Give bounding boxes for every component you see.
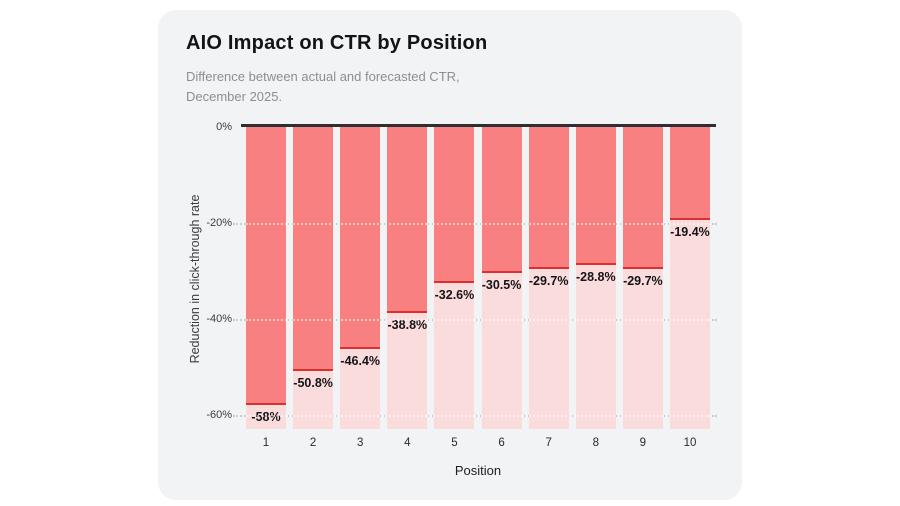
bar-actual-segment [387,127,428,313]
bar-value-label: -38.8% [387,318,428,332]
bar: -29.7% 7 [528,127,569,449]
x-tick-label: 8 [592,437,599,449]
y-tick-label: -20% [206,217,232,229]
chart-subtitle-line2: December 2025. [186,89,283,105]
bars-container: -58% 1 -50.8% 2 -46.4% 3 -38.8% 4 -32.6% 5 -30.5% 6… [241,127,715,449]
bar: -19.4% 10 [669,127,710,449]
y-tick-label: -40% [206,313,232,325]
x-tick-label: 5 [451,437,458,449]
x-tick-label: 2 [309,437,317,449]
plot-area: Reduction in click-through rate Position… [188,121,717,478]
zero-axis-line [241,124,716,127]
y-axis-title: Reduction in click-through rate [188,194,202,364]
x-axis-title: Position [454,463,502,478]
bar-actual-segment [575,127,616,265]
x-tick-label: 4 [404,437,411,449]
bar: -32.6% 5 [434,127,475,449]
bar: -30.5% 6 [481,127,522,449]
gridline-overlay [246,223,710,225]
chart-card: AIO Impact on CTR by Position Difference… [158,10,742,500]
bar-value-label: -46.4% [340,354,381,368]
bar-value-label: -29.7% [623,274,663,288]
bar: -46.4% 3 [340,127,381,449]
bar-actual-segment [340,127,381,349]
chart-subtitle-line1: Difference between actual and forecasted… [186,69,460,84]
x-tick-label: 7 [545,437,552,449]
gridline-overlay [246,319,710,321]
bar-actual-segment [246,127,286,405]
y-tick-label: 0% [216,121,232,133]
bar: -29.7% 9 [622,127,663,449]
chart-title: AIO Impact on CTR by Position [186,32,488,54]
bar: -58% 1 [246,127,286,449]
bar-actual-segment [622,127,663,269]
bar: -50.8% 2 [293,127,334,449]
bar-actual-segment [434,127,475,283]
bar-value-label: -32.6% [434,288,475,302]
bar-value-label: -58% [251,410,281,424]
bar: -38.8% 4 [387,127,428,449]
bar-value-label: -28.8% [575,270,616,284]
y-tick-label: -60% [206,409,232,421]
bar-actual-segment [481,127,522,273]
x-tick-label: 3 [357,437,364,449]
x-tick-label: 1 [262,437,270,449]
bar-actual-segment [528,127,569,269]
bar-value-label: -19.4% [670,225,710,239]
bar-value-label: -30.5% [481,278,522,292]
bar-actual-segment [669,127,710,220]
bar: -28.8% 8 [575,127,616,449]
x-tick-label: 10 [683,437,697,449]
gridline-overlay [246,415,710,417]
bar-actual-segment [293,127,334,371]
bar-value-label: -29.7% [528,274,569,288]
x-tick-label: 9 [639,437,647,449]
chart-subtitle: Difference between actual and forecasted… [186,67,460,107]
bar-value-label: -50.8% [293,376,333,390]
x-tick-label: 6 [498,437,505,449]
